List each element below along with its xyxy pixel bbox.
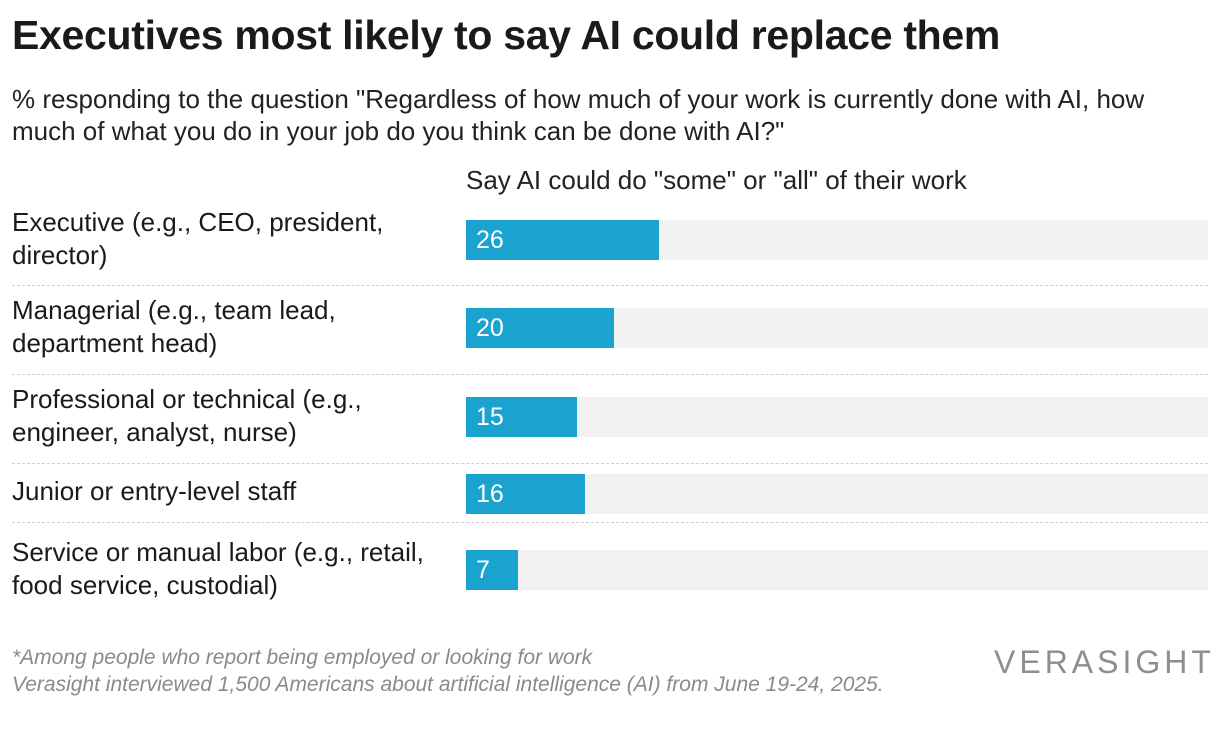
category-label: Professional or technical (e.g., enginee… <box>12 384 362 447</box>
bar-track: 20 <box>466 308 1208 348</box>
row-divider <box>12 285 1208 286</box>
category-label: Managerial (e.g., team lead, department … <box>12 295 336 358</box>
bar: 20 <box>466 308 615 348</box>
bar: 7 <box>466 550 518 590</box>
bar-track: 15 <box>466 397 1208 437</box>
chart-subtitle: % responding to the question "Regardless… <box>12 84 1145 146</box>
bar-value-label: 15 <box>476 403 504 431</box>
footnote-line-2: Verasight interviewed 1,500 Americans ab… <box>12 673 884 696</box>
row-divider <box>12 374 1208 375</box>
bar-value-label: 20 <box>476 314 504 342</box>
bar-track: 7 <box>466 550 1208 590</box>
row-divider <box>12 522 1208 523</box>
footnote: *Among people who report being employed … <box>12 644 942 698</box>
bar-track: 26 <box>466 220 1208 260</box>
bar: 15 <box>466 397 578 437</box>
category-label: Junior or entry-level staff <box>12 476 297 506</box>
row-divider <box>12 463 1208 464</box>
category-label: Service or manual labor (e.g., retail, f… <box>12 537 424 600</box>
bar-value-label: 7 <box>476 556 490 584</box>
column-header: Say AI could do "some" or "all" of their… <box>466 165 967 195</box>
chart-title: Executives most likely to say AI could r… <box>12 12 1001 58</box>
verasight-logo: VERASIGHT <box>994 644 1215 680</box>
bar-value-label: 26 <box>476 226 504 254</box>
category-label: Executive (e.g., CEO, president, directo… <box>12 207 384 270</box>
bar-value-label: 16 <box>476 480 504 508</box>
footnote-line-1: *Among people who report being employed … <box>12 646 593 669</box>
bar-track: 16 <box>466 474 1208 514</box>
bar: 26 <box>466 220 659 260</box>
bar: 16 <box>466 474 585 514</box>
